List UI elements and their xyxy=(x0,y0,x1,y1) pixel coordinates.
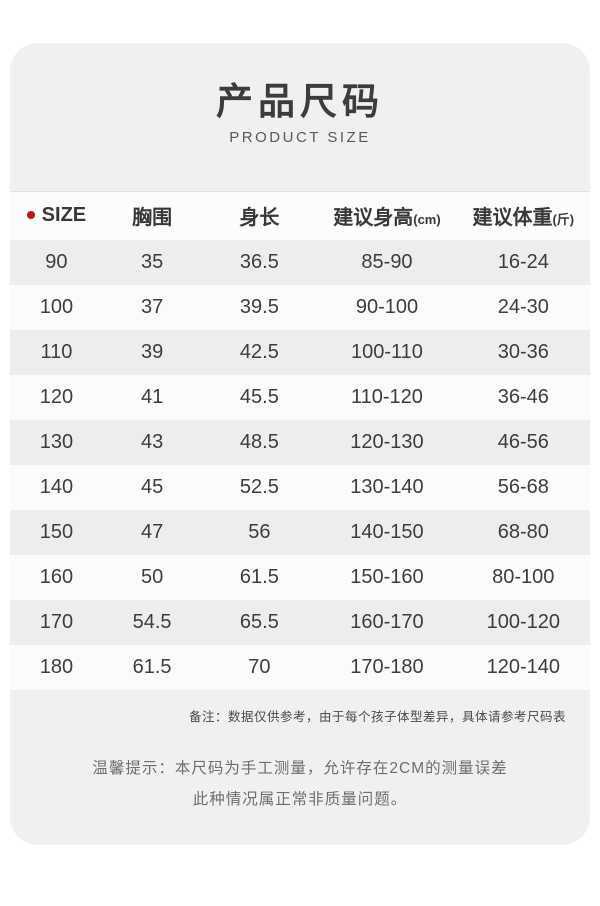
table-cell: 30-36 xyxy=(497,340,549,363)
warm-tips: 温馨提示：本尺码为手工测量，允许存在2CM的测量误差 此种情况属正常非质量问题。 xyxy=(10,753,590,815)
table-row: 110 39 42.5 100-110 30-36 xyxy=(10,329,590,375)
table-row: 90 35 36.5 85-90 16-24 xyxy=(10,239,590,285)
table-cell: 100 xyxy=(39,295,74,318)
table-cell: 110-120 xyxy=(351,385,423,408)
table-cell: 47 xyxy=(140,520,164,543)
table-cell: 54.5 xyxy=(132,610,172,633)
table-cell: 120 xyxy=(39,385,74,408)
table-cell: 37 xyxy=(140,295,164,318)
table-cell: 52.5 xyxy=(239,475,279,498)
table-row: 100 37 39.5 90-100 24-30 xyxy=(10,284,590,330)
table-cell: 85-90 xyxy=(361,250,413,273)
tip-line-1: 温馨提示：本尺码为手工测量，允许存在2CM的测量误差 xyxy=(92,759,508,777)
table-cell: 80-100 xyxy=(492,565,555,588)
table-cell: 170 xyxy=(39,610,74,633)
page-subtitle: PRODUCT SIZE xyxy=(229,128,371,146)
col-header-unit: (斤) xyxy=(552,212,575,228)
table-cell: 56 xyxy=(248,520,271,543)
table-cell: 46-56 xyxy=(497,430,549,453)
col-header-weight: 建议体重(斤) xyxy=(456,190,590,240)
table-cell: 170-180 xyxy=(350,655,424,678)
table-cell: 160-170 xyxy=(350,610,424,633)
table-cell: 36.5 xyxy=(239,250,279,273)
col-header-label: 建议体重 xyxy=(472,207,553,230)
table-cell: 16-24 xyxy=(497,250,549,273)
table-cell: 61.5 xyxy=(239,565,279,588)
table-cell: 150 xyxy=(39,520,74,543)
table-cell: 150-160 xyxy=(350,565,424,588)
col-header-length: 身长 xyxy=(201,190,318,240)
table-cell: 90-100 xyxy=(355,295,419,318)
col-header-label: 建议身高 xyxy=(333,207,414,230)
col-header-chest: 胸围 xyxy=(102,190,202,240)
col-header-label: SIZE xyxy=(41,204,87,227)
table-cell: 100-120 xyxy=(486,610,560,633)
table-cell: 42.5 xyxy=(239,340,279,363)
col-header-size: SIZE xyxy=(10,190,103,240)
table-cell: 35 xyxy=(140,250,164,273)
col-header-label: 胸围 xyxy=(132,207,173,230)
table-cell: 140 xyxy=(39,475,74,498)
table-cell: 50 xyxy=(140,565,164,588)
table-row: 120 41 45.5 110-120 36-46 xyxy=(10,374,590,420)
red-bullet-icon xyxy=(26,211,35,220)
col-header-label: 身长 xyxy=(239,207,280,230)
table-cell: 100-110 xyxy=(351,340,423,363)
remark-note: 备注：数据仅供参考，由于每个孩子体型差异，具体请参考尺码表 xyxy=(188,709,566,724)
table-cell: 130-140 xyxy=(350,475,424,498)
page-title: 产品尺码 xyxy=(216,81,384,122)
header-row: SIZE 胸围 身长 建议身高(cm) 建议体重(斤) xyxy=(10,190,590,240)
table-cell: 56-68 xyxy=(497,475,549,498)
table-cell: 65.5 xyxy=(239,610,279,633)
size-table-header: SIZE 胸围 身长 建议身高(cm) 建议体重(斤) xyxy=(10,190,590,240)
col-header-unit: (cm) xyxy=(413,212,441,228)
table-cell: 43 xyxy=(140,430,164,453)
table-cell: 45 xyxy=(140,475,164,498)
table-row: 150 47 56 140-150 68-80 xyxy=(10,509,590,555)
table-cell: 24-30 xyxy=(497,295,549,318)
table-cell: 39.5 xyxy=(239,295,279,318)
size-table-body: 90 35 36.5 85-90 16-24 100 37 39.5 90-100 24-30 11… xyxy=(10,239,590,690)
col-header-height: 建议身高(cm) xyxy=(317,190,457,240)
table-cell: 36-46 xyxy=(497,385,549,408)
table-row: 130 43 48.5 120-130 46-56 xyxy=(10,419,590,465)
table-cell: 140-150 xyxy=(350,520,424,543)
table-cell: 120-130 xyxy=(350,430,424,453)
table-cell: 120-140 xyxy=(486,655,560,678)
table-cell: 110 xyxy=(40,340,73,363)
table-cell: 90 xyxy=(45,250,68,273)
table-row: 140 45 52.5 130-140 56-68 xyxy=(10,464,590,510)
table-row: 170 54.5 65.5 160-170 100-120 xyxy=(10,599,590,645)
table-cell: 48.5 xyxy=(239,430,279,453)
table-cell: 61.5 xyxy=(132,655,172,678)
size-chart-card: 产品尺码 PRODUCT SIZE SIZE 胸围 身长 建议身高(cm) xyxy=(10,43,590,845)
table-cell: 160 xyxy=(39,565,74,588)
table-cell: 45.5 xyxy=(239,385,279,408)
table-row: 160 50 61.5 150-160 80-100 xyxy=(10,554,590,600)
table-cell: 41 xyxy=(140,385,164,408)
table-cell: 68-80 xyxy=(497,520,549,543)
table-cell: 180 xyxy=(39,655,74,678)
size-table: SIZE 胸围 身长 建议身高(cm) 建议体重(斤) 90 35 36.5 85-9… xyxy=(10,190,590,690)
table-cell: 130 xyxy=(39,430,74,453)
table-cell: 39 xyxy=(140,340,164,363)
tip-line-2: 此种情况属正常非质量问题。 xyxy=(192,790,408,808)
table-cell: 70 xyxy=(248,655,271,678)
table-row: 180 61.5 70 170-180 120-140 xyxy=(10,644,590,690)
